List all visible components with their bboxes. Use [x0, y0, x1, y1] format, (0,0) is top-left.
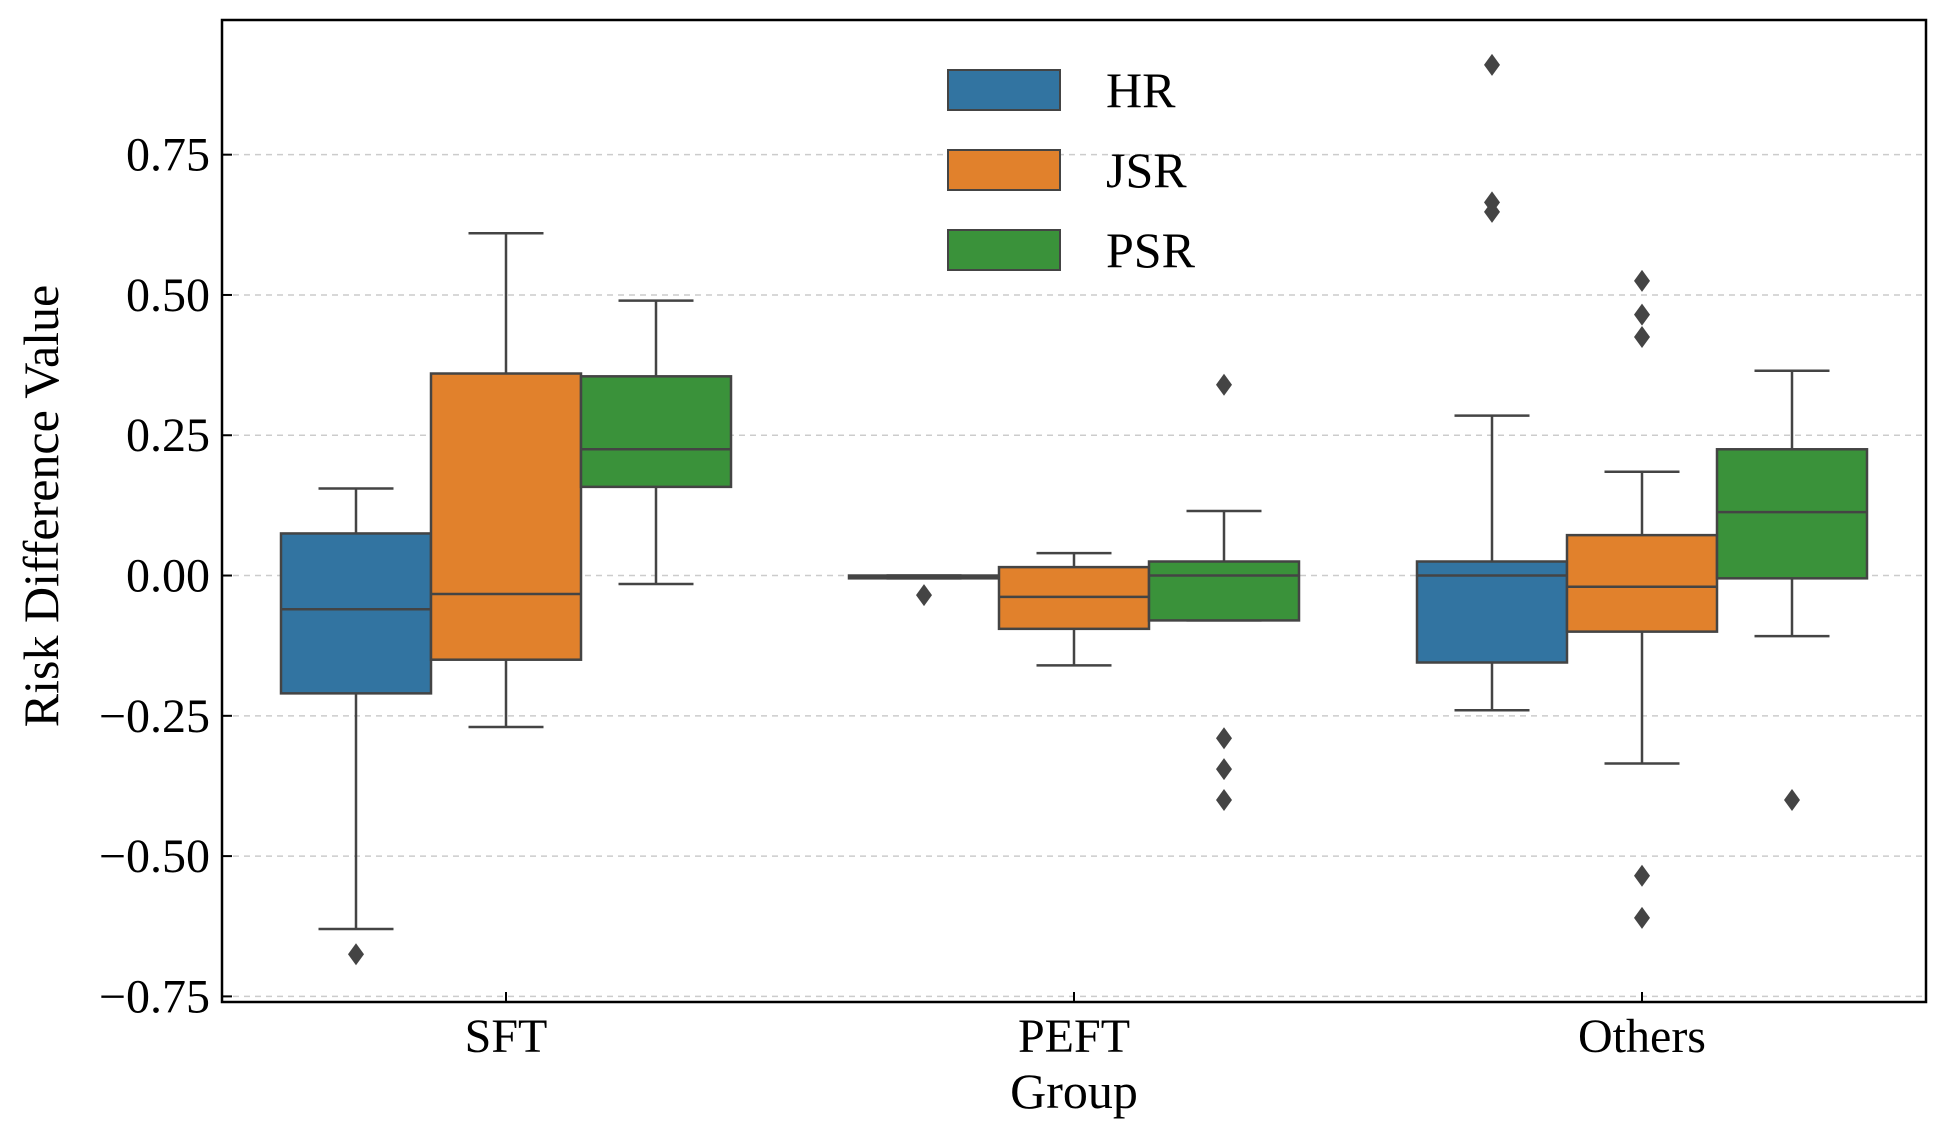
y-tick-label: 0.50 — [126, 269, 210, 322]
box-hr-others — [1415, 53, 1569, 712]
box-psr-others — [1715, 369, 1869, 811]
outlier-point — [1484, 53, 1500, 76]
y-axis-title: Risk Difference Value — [13, 285, 69, 727]
box-groups — [279, 53, 1869, 966]
outlier-point — [1634, 864, 1650, 887]
box-psr-sft — [579, 299, 733, 586]
x-tick-label: SFT — [465, 1010, 548, 1063]
outlier-point — [1634, 269, 1650, 292]
box-body — [1147, 560, 1301, 622]
legend-swatch-psr — [947, 229, 1061, 271]
outlier-point — [1784, 788, 1800, 811]
outlier-point — [1484, 200, 1500, 223]
legend-label-hr: HR — [1106, 62, 1176, 118]
y-tick-label: 0.25 — [126, 409, 210, 462]
box-body — [429, 372, 583, 661]
box-jsr-others — [1565, 269, 1719, 929]
box-psr-peft — [1147, 373, 1301, 811]
x-tick-label: Others — [1578, 1010, 1706, 1063]
legend-swatch-hr — [947, 69, 1061, 111]
box-body — [579, 375, 733, 489]
box-body — [279, 532, 433, 695]
y-tick-label: −0.75 — [99, 970, 210, 1023]
y-tick-label: 0.75 — [126, 129, 210, 182]
box-hr-peft — [847, 574, 1001, 607]
outlier-point — [1216, 758, 1232, 781]
outlier-point — [1634, 326, 1650, 349]
legend-swatch-jsr — [947, 149, 1061, 191]
box-jsr-peft — [997, 551, 1151, 667]
outlier-point — [348, 943, 364, 966]
y-tick-label: −0.50 — [99, 830, 210, 883]
y-tick-label: 0.00 — [126, 550, 210, 603]
legend-label-psr: PSR — [1106, 222, 1196, 278]
legend: HR JSR PSR — [947, 62, 1196, 278]
outlier-point — [1216, 788, 1232, 811]
legend-label-jsr: JSR — [1106, 142, 1187, 198]
outlier-point — [1216, 373, 1232, 396]
outlier-point — [1634, 303, 1650, 326]
axes: 0.75 0.50 0.25 0.00 −0.25 −0.50 −0.75 SFT PEFT Ot… — [99, 18, 1928, 1063]
x-tick-label: PEFT — [1018, 1010, 1130, 1063]
outlier-point — [1634, 906, 1650, 929]
box-body — [1565, 533, 1719, 633]
outlier-point — [916, 584, 932, 607]
x-axis-title: Group — [1010, 1063, 1138, 1119]
outlier-point — [1216, 727, 1232, 750]
box-body — [1715, 448, 1869, 580]
box-hr-sft — [279, 487, 433, 966]
box-jsr-sft — [429, 231, 583, 729]
y-tick-label: −0.25 — [99, 690, 210, 743]
